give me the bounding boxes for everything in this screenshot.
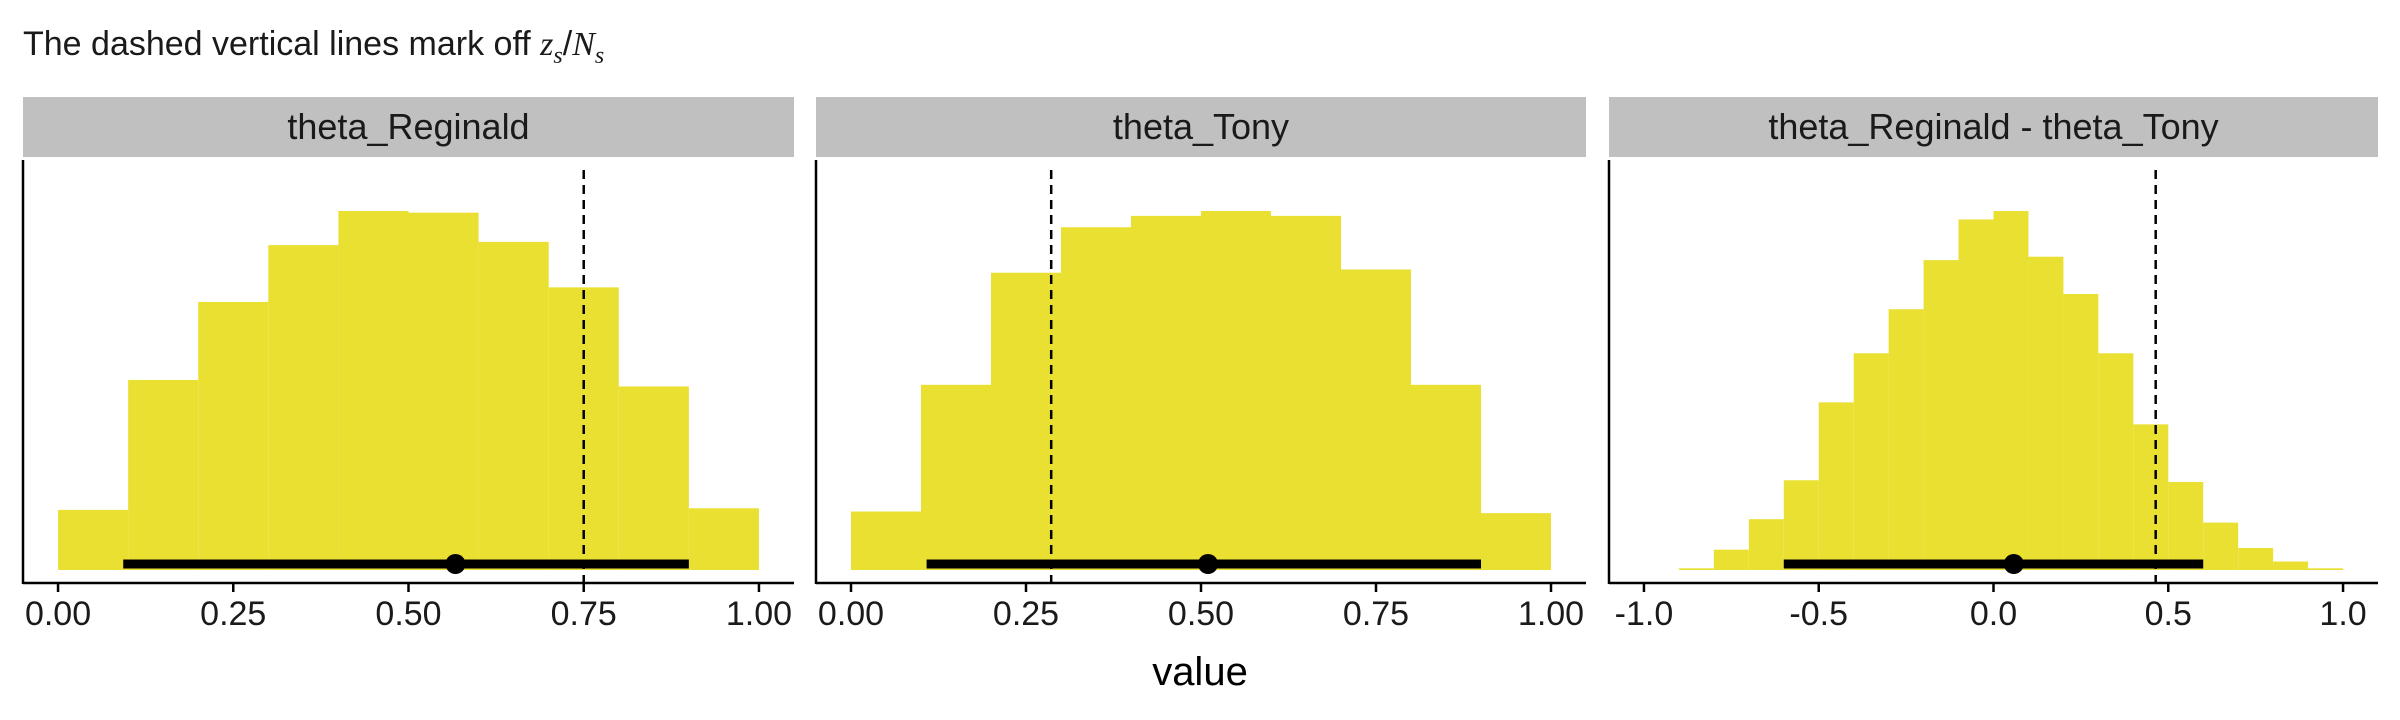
x-tick-label: -0.5 <box>1789 595 1848 633</box>
strip-background <box>816 97 1586 157</box>
subtitle-sub-s: s <box>553 43 562 69</box>
x-tick-label: 0.00 <box>818 595 884 633</box>
x-tick-label: 0.50 <box>375 595 441 633</box>
histogram-bar <box>2098 353 2134 570</box>
histogram-bar <box>1818 402 1854 570</box>
subtitle-N: N <box>571 26 597 63</box>
x-tick-label: 0.25 <box>993 595 1059 633</box>
histogram-bar <box>1131 215 1201 571</box>
x-tick-label: 0.75 <box>1343 595 1409 633</box>
subtitle-prefix: The dashed vertical lines mark off <box>23 25 540 63</box>
histogram-bar <box>2133 424 2169 570</box>
histogram-bar <box>2273 561 2309 570</box>
histogram-bar <box>1341 269 1411 570</box>
histogram-bar <box>1958 219 1994 570</box>
histogram-bar <box>851 511 921 570</box>
histogram-bar <box>2308 568 2344 570</box>
histogram-bar <box>2168 481 2204 570</box>
strip-background <box>1609 97 2378 157</box>
x-tick-label: 1.00 <box>726 595 792 633</box>
histogram-bar <box>991 272 1061 570</box>
strip-label: theta_Tony <box>1113 106 1289 147</box>
facet-panel: theta_Reginald 0.00 0.25 0.50 0.75 1.00 <box>21 97 794 633</box>
histogram-bar <box>1271 215 1341 571</box>
histogram-bar <box>1411 384 1481 570</box>
point-estimate <box>445 554 466 574</box>
histogram-bar <box>1201 211 1271 570</box>
strip-label: theta_Reginald <box>287 106 529 147</box>
histogram-bar <box>1923 260 1959 570</box>
x-tick-label: 0.0 <box>1970 595 2017 633</box>
histogram-bar <box>688 508 759 570</box>
histogram-bar <box>1783 480 1819 570</box>
subtitle-z: z <box>539 26 553 63</box>
histogram-bar <box>338 211 409 570</box>
strip-label: theta_Reginald - theta_Tony <box>1768 106 2218 147</box>
histogram-bar <box>58 509 129 570</box>
subtitle: The dashed vertical lines mark off zs/Ns <box>23 25 604 69</box>
facet-panel: theta_Tony 0.00 0.25 0.50 0.75 1.00 <box>814 97 1586 633</box>
x-axis-title: value <box>1152 650 1248 694</box>
histogram-bar <box>618 386 689 570</box>
point-estimate <box>2003 554 2024 574</box>
x-tick-label: 0.50 <box>1168 595 1234 633</box>
histogram-bar <box>1993 211 2029 570</box>
strip-background <box>23 97 794 157</box>
facet-panel: theta_Reginald - theta_Tony -1.0 -0.5 0.0 0.… <box>1607 97 2378 633</box>
x-tick-label: 0.5 <box>2145 595 2192 633</box>
histogram-bar <box>1678 568 1714 570</box>
histogram-bar <box>921 384 991 570</box>
x-tick-label: 1.0 <box>2319 595 2366 633</box>
histogram-bar <box>1888 309 1924 570</box>
x-tick-label: 1.00 <box>1518 595 1584 633</box>
histogram-bar <box>2028 256 2064 570</box>
histogram-bar <box>1713 549 1749 570</box>
histogram-bar <box>128 379 199 570</box>
x-tick-label: 0.25 <box>200 595 266 633</box>
histogram-bar <box>1061 227 1131 571</box>
histogram-bar <box>1481 513 1551 570</box>
x-tick-label: 0.75 <box>551 595 617 633</box>
subtitle-sub-s2: s <box>595 43 604 69</box>
x-tick-label: -1.0 <box>1615 595 1674 633</box>
histogram-bar <box>2203 522 2239 570</box>
histogram-bar <box>2238 547 2274 570</box>
histogram-bar <box>1853 353 1889 570</box>
x-tick-label: 0.00 <box>25 595 91 633</box>
histogram-bar <box>408 212 479 570</box>
histogram-bar <box>268 245 339 570</box>
histogram-bar <box>478 241 549 570</box>
histogram-bar <box>2063 293 2099 570</box>
subtitle-slash: / <box>563 25 573 63</box>
point-estimate <box>1198 554 1218 574</box>
histogram-bar <box>198 301 269 570</box>
histogram-bar <box>1748 519 1784 570</box>
